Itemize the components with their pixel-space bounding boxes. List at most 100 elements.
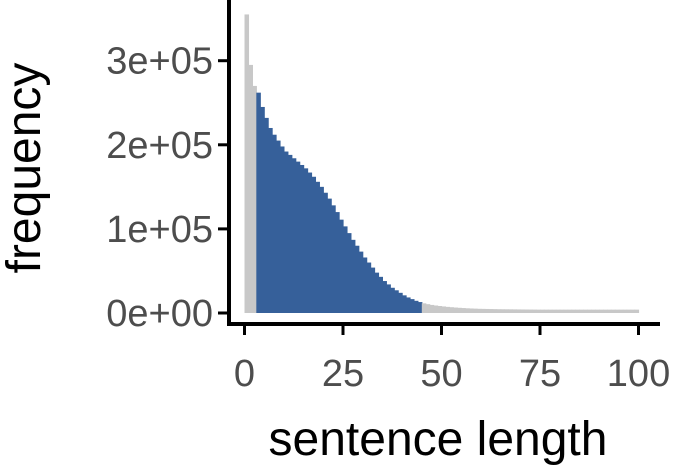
histogram-bar: [614, 309, 620, 313]
histogram-bar: [283, 151, 289, 313]
histogram-bar: [579, 309, 584, 313]
histogram-bar: [567, 309, 573, 313]
histogram-bar: [559, 309, 565, 313]
histogram-bar: [591, 309, 596, 313]
histogram-bar: [346, 233, 352, 313]
histogram-bar: [319, 186, 324, 313]
histogram-bar: [465, 308, 470, 313]
histogram-bar: [622, 309, 628, 313]
histogram-bar: [307, 172, 313, 313]
x-axis-title: sentence length: [269, 413, 608, 466]
histogram-bar: [433, 305, 439, 313]
histogram-bar: [626, 309, 632, 313]
bars-layer: [244, 14, 640, 314]
histogram-bar: [461, 308, 466, 313]
histogram-bar: [425, 304, 431, 313]
histogram-bar: [343, 226, 348, 313]
histogram-bar: [634, 309, 640, 313]
histogram-bar: [421, 303, 427, 313]
histogram-bar: [504, 309, 510, 313]
histogram-bar: [366, 262, 372, 313]
histogram-bar: [563, 309, 569, 313]
histogram-bar: [370, 267, 376, 313]
histogram-bar: [276, 140, 281, 313]
histogram-bar: [473, 308, 478, 313]
histogram-bar: [354, 245, 360, 313]
histogram-bar: [327, 198, 332, 313]
histogram-bar: [303, 168, 309, 313]
histogram-bar: [457, 307, 462, 313]
histogram-bar: [299, 164, 305, 313]
histogram-bar: [543, 309, 549, 313]
histogram-bar: [492, 309, 498, 313]
histogram-bar: [555, 309, 561, 313]
histogram-bar: [264, 117, 269, 313]
histogram-bar: [547, 309, 553, 313]
histogram-bar: [540, 309, 545, 313]
histogram-bar: [386, 284, 391, 313]
histogram-bar: [406, 297, 411, 313]
histogram-bar: [279, 146, 285, 313]
x-tick-label: 75: [519, 353, 561, 395]
x-tick-label: 50: [420, 353, 462, 395]
histogram-bar: [394, 290, 399, 313]
histogram-bar: [571, 309, 577, 313]
histogram-bar: [335, 212, 340, 313]
histogram-bar: [350, 239, 356, 313]
histogram-bar: [595, 309, 600, 313]
y-tick-label: 1e+05: [106, 209, 213, 251]
axes-layer: 0e+00 1e+05 2e+05 3e+05 0 25 50 75 100: [106, 0, 670, 395]
histogram-bar: [488, 309, 494, 313]
histogram-bar: [272, 134, 277, 313]
histogram-bar: [453, 307, 458, 313]
histogram-bar: [390, 287, 395, 313]
histogram-bar: [339, 219, 344, 313]
histogram-bar: [484, 308, 490, 313]
histogram-bar: [630, 309, 636, 313]
histogram-bar: [520, 309, 525, 313]
histogram-bar: [500, 309, 506, 313]
histogram-bar: [551, 309, 557, 313]
histogram-bar: [413, 300, 419, 313]
histogram-bar: [295, 161, 301, 313]
y-axis-title: frequency: [0, 63, 51, 274]
histogram-bar: [437, 306, 443, 313]
histogram-bar: [476, 308, 482, 313]
histogram-bar: [378, 276, 383, 313]
histogram-bar: [252, 85, 257, 314]
histogram-bar: [323, 192, 328, 313]
histogram-bar: [291, 158, 297, 313]
x-tick-label: 25: [322, 353, 364, 395]
histogram-bar: [528, 309, 533, 313]
histogram-bar: [429, 304, 435, 313]
histogram-bar: [417, 302, 423, 313]
histogram-bar: [516, 309, 521, 313]
histogram-bar: [603, 309, 608, 313]
histogram-bar: [256, 92, 261, 313]
histogram-bar: [512, 309, 517, 313]
histogram-bar: [362, 257, 368, 313]
histogram-bar: [508, 309, 514, 313]
histogram-bar: [524, 309, 529, 313]
histogram-bar: [409, 299, 415, 313]
histogram-bar: [287, 154, 293, 313]
histogram-bar: [445, 306, 450, 313]
histogram-bar: [441, 306, 447, 313]
histogram-bar: [268, 127, 273, 313]
histogram-bar: [575, 309, 580, 313]
histogram-bar: [398, 292, 403, 313]
histogram-bar: [469, 308, 474, 313]
histogram-bar: [248, 64, 253, 313]
histogram-bar: [480, 308, 486, 313]
histogram-bar: [402, 295, 407, 313]
histogram-bar: [536, 309, 541, 313]
histogram-bar: [618, 309, 624, 313]
x-tick-label: 0: [234, 353, 255, 395]
histogram-bar: [583, 309, 588, 313]
histogram-bar: [260, 106, 265, 314]
histogram-bar: [244, 14, 250, 313]
histogram-bar: [311, 176, 317, 313]
y-tick-label: 2e+05: [106, 125, 213, 167]
